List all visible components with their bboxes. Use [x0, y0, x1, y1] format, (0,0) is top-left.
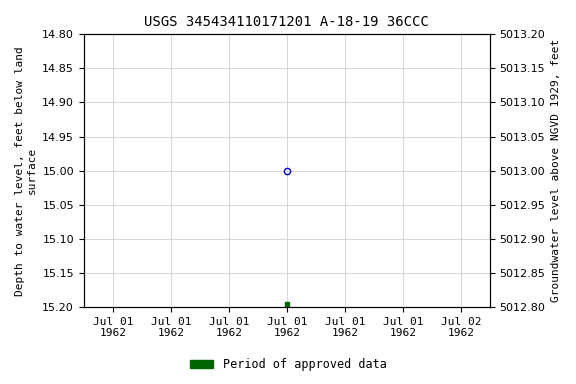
Y-axis label: Groundwater level above NGVD 1929, feet: Groundwater level above NGVD 1929, feet	[551, 39, 561, 302]
Y-axis label: Depth to water level, feet below land
surface: Depth to water level, feet below land su…	[15, 46, 37, 296]
Legend: Period of approved data: Period of approved data	[185, 354, 391, 376]
Title: USGS 345434110171201 A-18-19 36CCC: USGS 345434110171201 A-18-19 36CCC	[145, 15, 429, 29]
